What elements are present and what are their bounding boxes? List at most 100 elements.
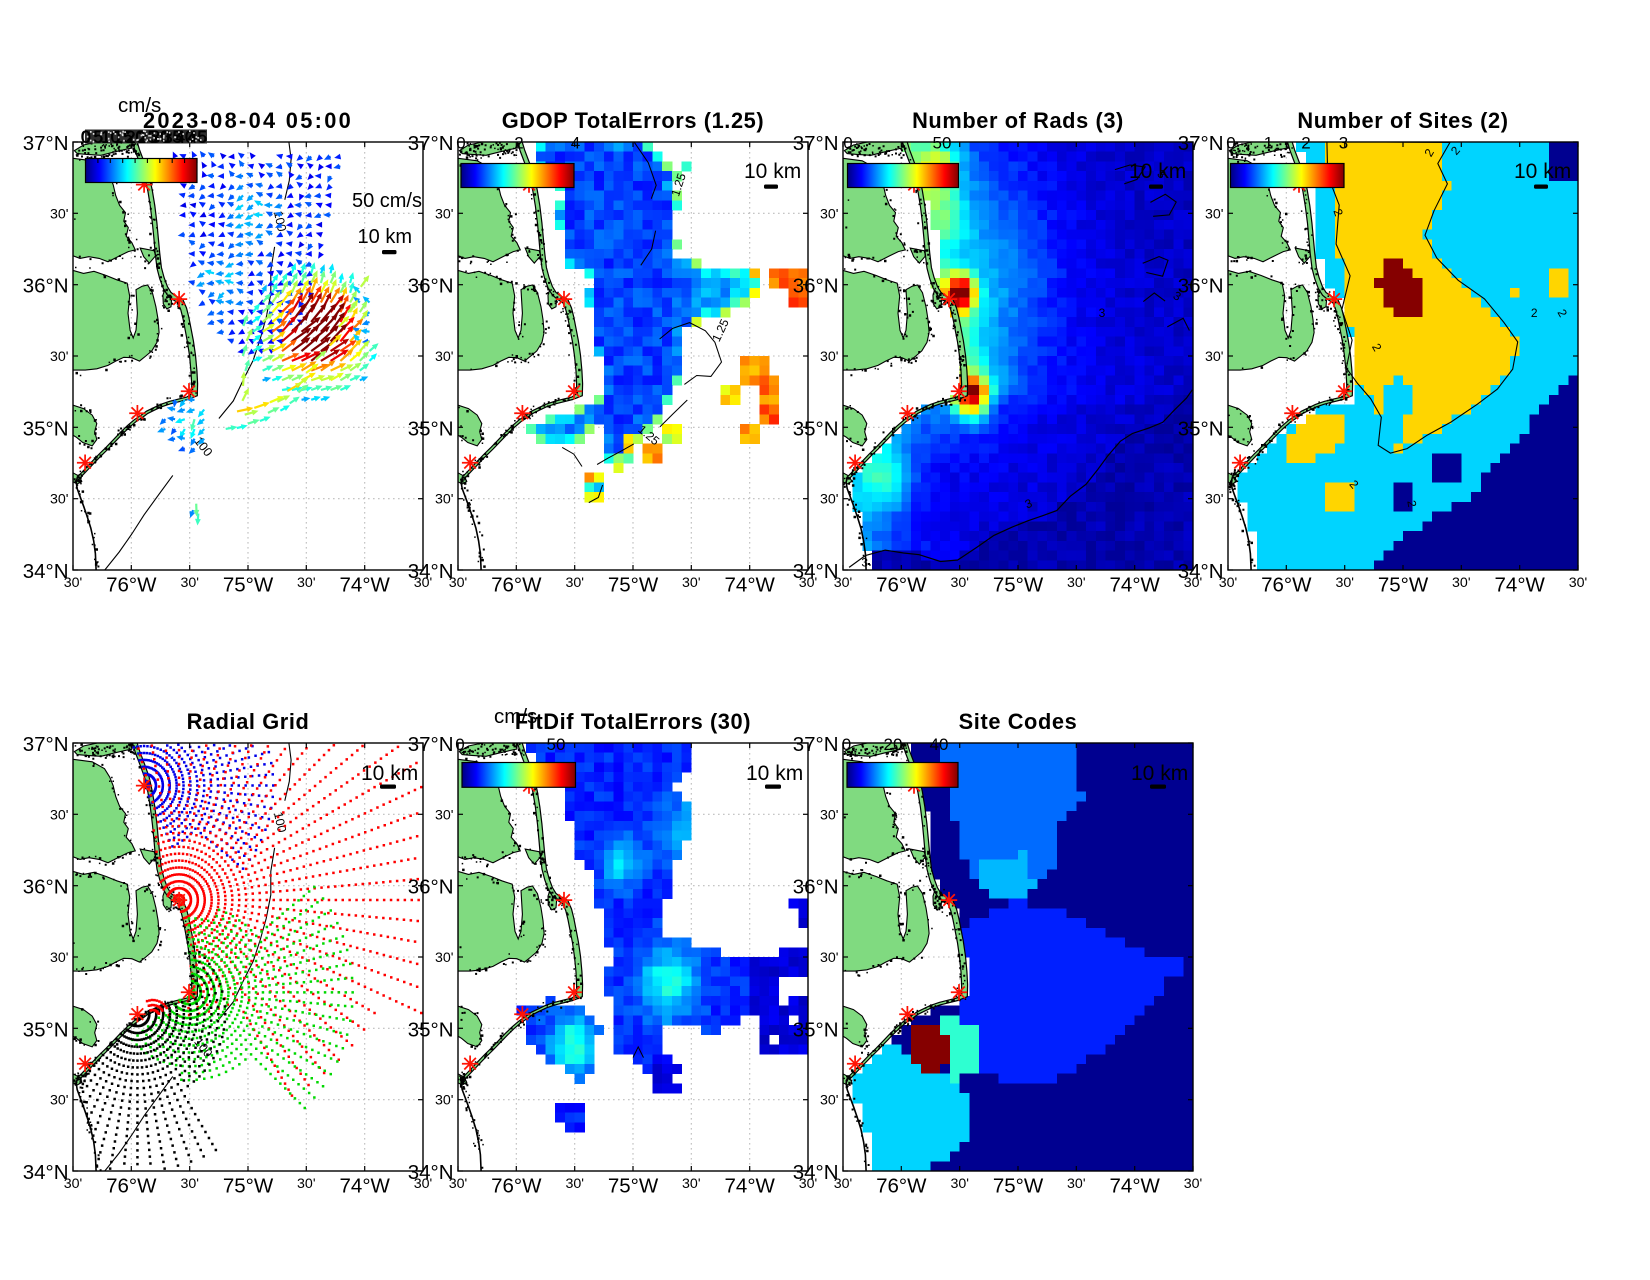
- svg-text:100: 100: [271, 210, 289, 233]
- svg-text:5: 5: [93, 127, 103, 147]
- svg-text:30': 30': [435, 349, 454, 365]
- svg-text:34°N: 34°N: [408, 1161, 454, 1184]
- svg-text:2: 2: [1330, 207, 1346, 218]
- svg-text:30': 30': [449, 575, 468, 591]
- svg-text:34°N: 34°N: [23, 1161, 69, 1184]
- svg-text:30': 30': [1205, 206, 1224, 222]
- svg-text:10 km: 10 km: [361, 762, 418, 785]
- svg-text:30': 30': [50, 807, 69, 823]
- svg-text:30': 30': [820, 349, 839, 365]
- svg-text:76°W: 76°W: [876, 574, 927, 597]
- svg-text:30': 30': [565, 1176, 584, 1192]
- svg-text:36°N: 36°N: [23, 275, 69, 298]
- svg-text:30': 30': [682, 575, 701, 591]
- svg-text:34°N: 34°N: [793, 1161, 839, 1184]
- svg-text:35: 35: [163, 127, 182, 147]
- svg-text:45: 45: [188, 127, 207, 147]
- svg-text:30': 30': [414, 575, 433, 591]
- svg-text:3: 3: [1023, 496, 1034, 512]
- svg-text:74°W: 74°W: [725, 574, 776, 597]
- svg-text:34°N: 34°N: [408, 560, 454, 583]
- svg-text:35°N: 35°N: [23, 1018, 69, 1041]
- svg-text:Site Codes: Site Codes: [959, 709, 1078, 734]
- svg-text:30': 30': [1335, 575, 1354, 591]
- svg-text:Number of Sites (2): Number of Sites (2): [1297, 108, 1508, 133]
- svg-text:cm/s: cm/s: [494, 705, 537, 728]
- svg-text:10: 10: [101, 127, 121, 147]
- svg-text:35°N: 35°N: [793, 1018, 839, 1041]
- svg-text:75°W: 75°W: [608, 574, 659, 597]
- svg-text:30': 30': [565, 575, 584, 591]
- svg-text:30': 30': [834, 1176, 853, 1192]
- svg-text:10 km: 10 km: [1129, 160, 1186, 183]
- svg-text:37°N: 37°N: [23, 733, 69, 756]
- svg-text:30': 30': [1067, 1176, 1086, 1192]
- svg-text:35°N: 35°N: [23, 417, 69, 440]
- svg-text:30': 30': [950, 575, 969, 591]
- svg-text:74°W: 74°W: [1110, 574, 1161, 597]
- svg-text:30': 30': [1219, 575, 1238, 591]
- svg-text:30': 30': [297, 1176, 316, 1192]
- svg-text:Radial Grid: Radial Grid: [187, 709, 310, 734]
- svg-text:0: 0: [455, 735, 464, 754]
- svg-text:74°W: 74°W: [725, 1175, 776, 1198]
- svg-text:75°W: 75°W: [993, 1175, 1044, 1198]
- svg-text:1.25: 1.25: [668, 171, 689, 198]
- svg-text:37°N: 37°N: [408, 733, 454, 756]
- svg-text:74°W: 74°W: [340, 574, 391, 597]
- svg-text:10 km: 10 km: [1514, 160, 1571, 183]
- svg-text:15: 15: [113, 127, 132, 147]
- svg-text:30: 30: [150, 127, 170, 147]
- svg-text:30': 30': [449, 1176, 468, 1192]
- svg-text:36°N: 36°N: [793, 275, 839, 298]
- svg-text:76°W: 76°W: [106, 574, 157, 597]
- svg-text:30': 30': [1452, 575, 1471, 591]
- svg-text:30': 30': [1067, 575, 1086, 591]
- svg-text:4: 4: [571, 134, 580, 153]
- svg-text:0: 0: [842, 735, 851, 754]
- svg-text:30': 30': [50, 206, 69, 222]
- svg-text:30': 30': [682, 1176, 701, 1192]
- svg-text:74°W: 74°W: [1495, 574, 1546, 597]
- svg-text:25: 25: [138, 127, 157, 147]
- svg-text:30': 30': [834, 575, 853, 591]
- svg-text:30': 30': [1205, 349, 1224, 365]
- svg-text:GDOP TotalErrors (1.25): GDOP TotalErrors (1.25): [502, 108, 765, 133]
- svg-text:30': 30': [1184, 575, 1203, 591]
- svg-text:30': 30': [820, 950, 839, 966]
- svg-text:Number of Rads (3): Number of Rads (3): [912, 108, 1124, 133]
- svg-text:30': 30': [820, 206, 839, 222]
- svg-text:FitDif TotalErrors (30): FitDif TotalErrors (30): [515, 709, 751, 734]
- svg-text:34°N: 34°N: [23, 560, 69, 583]
- svg-text:2: 2: [1531, 306, 1538, 320]
- svg-text:76°W: 76°W: [106, 1175, 157, 1198]
- svg-text:0: 0: [843, 134, 852, 153]
- svg-text:10 km: 10 km: [744, 160, 801, 183]
- svg-text:37°N: 37°N: [793, 132, 839, 155]
- svg-text:2023-08-04 05:00: 2023-08-04 05:00: [143, 108, 353, 133]
- svg-text:2: 2: [1404, 499, 1419, 508]
- svg-text:30': 30': [950, 1176, 969, 1192]
- svg-text:30': 30': [435, 950, 454, 966]
- svg-text:0: 0: [81, 127, 91, 147]
- svg-text:74°W: 74°W: [340, 1175, 391, 1198]
- svg-text:30': 30': [180, 575, 199, 591]
- svg-text:30': 30': [1205, 492, 1224, 508]
- svg-text:0: 0: [456, 134, 465, 153]
- svg-text:36°N: 36°N: [408, 275, 454, 298]
- svg-text:50 cm/s: 50 cm/s: [352, 190, 422, 212]
- svg-text:1: 1: [1264, 134, 1273, 153]
- svg-text:5: 5: [94, 127, 104, 147]
- svg-text:30': 30': [1569, 575, 1588, 591]
- svg-text:10 km: 10 km: [746, 762, 803, 785]
- svg-text:cm/s: cm/s: [118, 94, 161, 117]
- svg-text:35°N: 35°N: [408, 417, 454, 440]
- svg-text:10 km: 10 km: [358, 226, 412, 248]
- svg-text:37°N: 37°N: [23, 132, 69, 155]
- svg-text:30': 30': [64, 575, 83, 591]
- svg-text:36°N: 36°N: [1178, 275, 1224, 298]
- svg-text:36°N: 36°N: [408, 876, 454, 899]
- svg-text:30': 30': [799, 575, 818, 591]
- svg-text:34°N: 34°N: [1178, 560, 1224, 583]
- svg-text:30': 30': [50, 1093, 69, 1109]
